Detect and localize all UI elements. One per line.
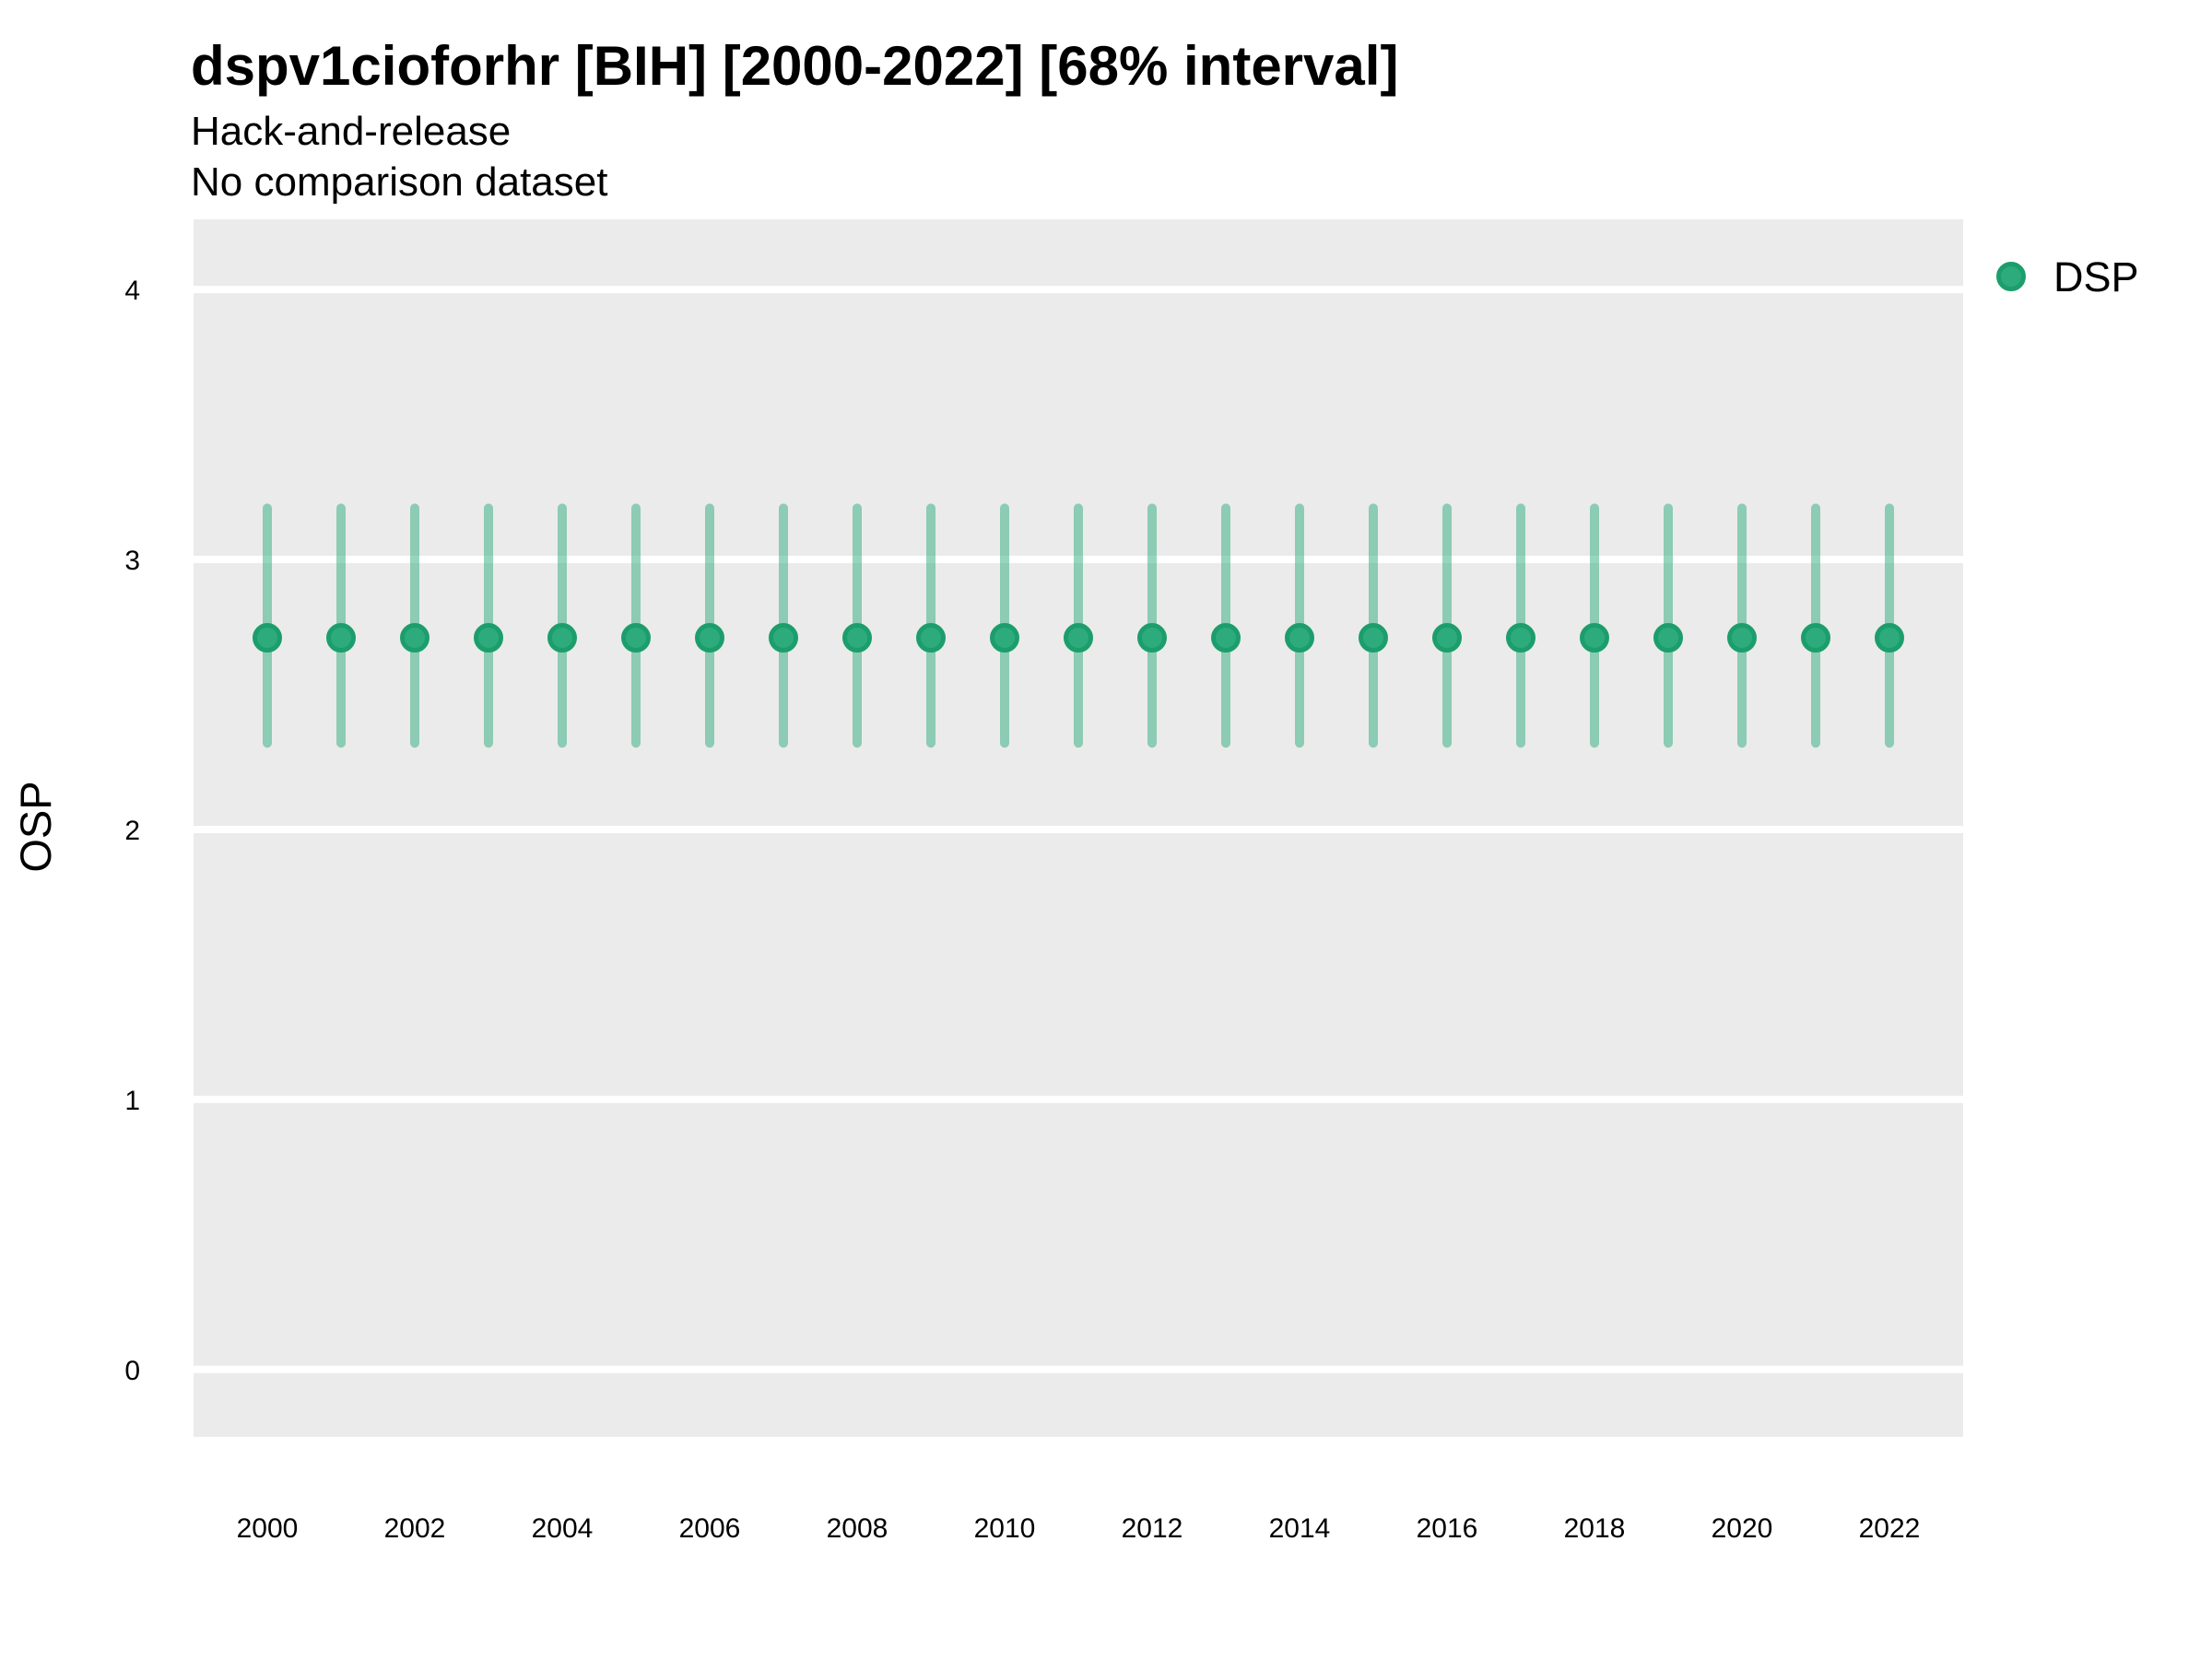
x-tick-label-2022: 2022 <box>1859 1513 1921 1544</box>
data-point-2003 <box>474 623 503 653</box>
data-point-2021 <box>1801 623 1830 653</box>
data-point-2015 <box>1359 623 1388 653</box>
chart-subtitle-comparison: No comparison dataset <box>191 159 607 205</box>
data-point-2010 <box>990 623 1019 653</box>
data-point-2014 <box>1285 623 1314 653</box>
x-tick-label-2006: 2006 <box>679 1513 741 1544</box>
data-point-2004 <box>547 623 577 653</box>
data-point-2009 <box>916 623 946 653</box>
data-point-2012 <box>1137 623 1167 653</box>
x-tick-label-2012: 2012 <box>1122 1513 1183 1544</box>
x-tick-label-2002: 2002 <box>384 1513 446 1544</box>
data-point-2017 <box>1506 623 1535 653</box>
data-point-2008 <box>842 623 872 653</box>
data-point-2019 <box>1653 623 1683 653</box>
data-marks <box>253 503 1904 748</box>
y-tick-label-3: 3 <box>124 546 140 576</box>
legend: DSP <box>1996 253 2139 300</box>
x-tick-label-2016: 2016 <box>1417 1513 1478 1544</box>
data-point-2011 <box>1064 623 1093 653</box>
x-tick-label-2004: 2004 <box>532 1513 594 1544</box>
x-tick-label-2010: 2010 <box>974 1513 1036 1544</box>
y-tick-label-2: 2 <box>124 816 140 846</box>
x-tick-label-2020: 2020 <box>1712 1513 1773 1544</box>
legend-marker-icon <box>1996 262 2026 291</box>
y-axis-tick-labels: 0 1 2 3 4 <box>124 276 140 1386</box>
data-point-2007 <box>769 623 798 653</box>
data-point-2016 <box>1432 623 1462 653</box>
legend-item-dsp[interactable]: DSP <box>1996 253 2139 300</box>
data-point-2020 <box>1727 623 1757 653</box>
y-tick-label-4: 4 <box>124 276 140 306</box>
x-axis-tick-labels: 2000 2002 2004 2006 2008 2010 2012 2014 2016 2018… <box>237 1513 1921 1544</box>
data-point-2001 <box>326 623 356 653</box>
y-tick-label-1: 1 <box>124 1086 140 1116</box>
data-point-2000 <box>253 623 282 653</box>
chart-subtitle-method: Hack-and-release <box>191 109 511 154</box>
data-point-2022 <box>1875 623 1904 653</box>
x-tick-label-2000: 2000 <box>237 1513 299 1544</box>
data-point-2005 <box>621 623 651 653</box>
x-tick-label-2008: 2008 <box>827 1513 888 1544</box>
data-point-2002 <box>400 623 429 653</box>
data-point-2006 <box>695 623 724 653</box>
data-point-2013 <box>1211 623 1241 653</box>
legend-item-label: DSP <box>2053 253 2139 300</box>
y-axis-title: OSP <box>11 781 60 872</box>
y-tick-label-0: 0 <box>124 1356 140 1386</box>
x-tick-label-2018: 2018 <box>1564 1513 1626 1544</box>
data-point-2018 <box>1580 623 1609 653</box>
chart-title: dspv1cioforhr [BIH] [2000-2022] [68% int… <box>191 35 1398 97</box>
x-tick-label-2014: 2014 <box>1269 1513 1331 1544</box>
